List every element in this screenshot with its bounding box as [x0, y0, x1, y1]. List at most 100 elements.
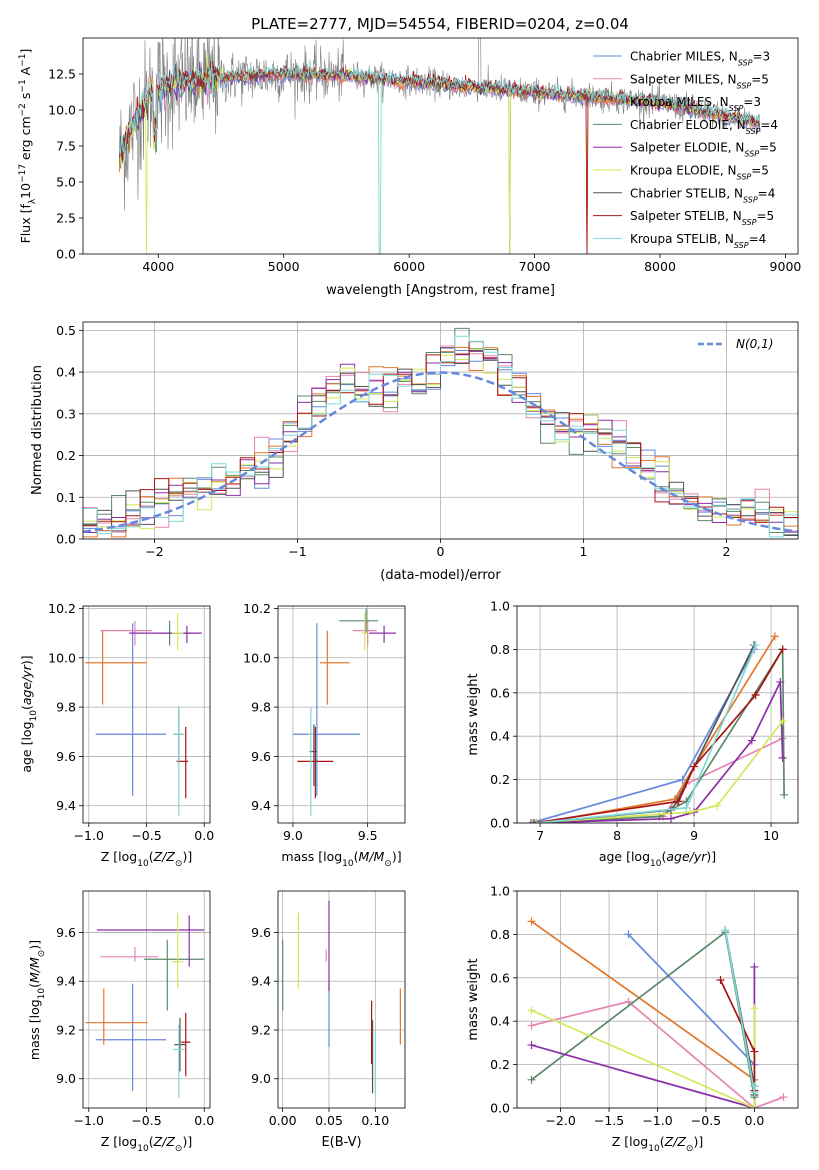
y-axis-label: mass weight — [466, 958, 481, 1040]
weight-marker — [690, 762, 699, 771]
weight-marker — [721, 926, 730, 935]
label-part: Z [log — [101, 849, 137, 864]
weight-marker — [536, 819, 545, 823]
weight-marker — [527, 1075, 536, 1084]
y-tick-label: 9.4 — [251, 974, 271, 989]
plot-area-spectrum — [119, 38, 761, 254]
weight-line — [530, 930, 756, 1108]
label-part: ( — [354, 849, 359, 864]
y-tick-label: 10.2 — [243, 601, 271, 616]
label-part: Z [log — [612, 1134, 648, 1149]
legend-entry: N(0,1) — [736, 337, 773, 351]
y-tick-label: 1.0 — [490, 599, 510, 614]
axes-frame — [277, 890, 406, 1109]
weight-marker — [624, 997, 633, 1006]
weight-marker — [778, 645, 787, 654]
x-tick-label: −2.0 — [545, 1113, 575, 1128]
y-tick-label: 2.5 — [56, 211, 76, 226]
legend-entry: Salpeter MILES, NSSP=5 — [630, 72, 769, 90]
axes-frame — [277, 605, 406, 824]
plot-area-mass_vs_EBV — [282, 900, 401, 1094]
y-tick-label: 7.5 — [56, 139, 76, 154]
weight-marker — [778, 753, 787, 762]
x-tick-label: −0.5 — [691, 1113, 721, 1128]
weight-marker — [682, 803, 691, 812]
legend-name: Chabrier ELODIE, N — [630, 118, 746, 132]
weight-marker — [527, 917, 536, 926]
x-tick-label: 7 — [536, 828, 544, 843]
label-part: age [log — [599, 849, 650, 864]
grid-weights_vs_Z — [517, 890, 798, 1109]
legend-name: Salpeter MILES, N — [630, 72, 737, 86]
x-tick-label: 0.05 — [315, 1113, 343, 1128]
legend-count: =4 — [760, 118, 778, 132]
legend-count: =5 — [759, 141, 777, 155]
label-part: )] — [182, 849, 192, 864]
x-axis-label: wavelength [Angstrom, rest frame] — [326, 283, 555, 298]
y-tick-label: 5.0 — [56, 175, 76, 190]
label-part: −17 — [18, 164, 28, 183]
legend-sub: SSP — [744, 149, 759, 158]
label-part: s — [18, 93, 33, 104]
x-tick-label: 0.0 — [194, 1113, 214, 1128]
x-tick-label: −1 — [288, 544, 306, 559]
x-tick-label: −2 — [145, 544, 163, 559]
x-tick-label: 0 — [437, 544, 445, 559]
y-tick-label: 0.0 — [56, 532, 76, 547]
legend-sub: SSP — [743, 195, 758, 204]
x-axis-label: Z [log10(Z/Z⊙)] — [101, 1134, 192, 1154]
y-tick-label: 0.2 — [490, 1057, 510, 1072]
x-axis-label: (data-model)/error — [380, 568, 501, 583]
weight-line — [532, 681, 784, 823]
axes-residuals: −2 −1 0 1 2 0.0 0.1 0.2 0.3 0.4 0.5 N(0,1) (data-mod… — [30, 321, 799, 583]
y-tick-label: 9.4 — [56, 798, 76, 813]
y-tick-label: 0.4 — [56, 365, 76, 380]
y-tick-label: 0.3 — [56, 406, 76, 421]
label-part: )] — [693, 1134, 703, 1149]
y-tick-label: 12.5 — [48, 67, 76, 82]
y-tick-label: 10.2 — [48, 601, 76, 616]
legend-name: Chabrier STELIB, N — [630, 186, 743, 200]
label-part: 10 — [18, 183, 33, 199]
weight-marker — [750, 962, 759, 971]
weight-marker — [750, 1004, 759, 1013]
label-part: ( — [661, 849, 666, 864]
label-part: A — [18, 66, 33, 79]
y-tick-label: 9.2 — [56, 1022, 76, 1037]
label-part: erg cm — [18, 116, 33, 164]
axes-mass_vs_EBV: 0.00 0.05 0.10 9.0 9.2 9.4 9.6 — [251, 890, 406, 1128]
y-tick-label: 9.2 — [251, 1022, 271, 1037]
label-part: )] — [182, 1134, 192, 1149]
y-tick-label: 9.0 — [251, 1071, 271, 1086]
gaussian-curve — [83, 371, 798, 533]
legend-entry: Salpeter ELODIE, NSSP=5 — [630, 141, 777, 159]
label-part: ⊙ — [175, 1144, 183, 1154]
plot-area-age_vs_Z — [85, 613, 202, 816]
x-tick-label: 9.0 — [283, 828, 303, 843]
label-part: ⊙ — [37, 950, 47, 958]
spectrum-model-line — [119, 58, 760, 254]
axes-weights_vs_Z: −2.0 −1.5 −1.0 −0.5 0.0 0.0 0.2 0.4 0.6 0.8 1.0 Z [… — [466, 884, 799, 1154]
legend-name: Kroupa ELODIE, N — [630, 164, 737, 178]
y-tick-label: 1.0 — [490, 884, 510, 899]
legend-name: Kroupa MILES, N — [630, 95, 729, 109]
x-tick-label: 1 — [580, 544, 588, 559]
y-axis-label: mass [log10(M/M⊙)] — [27, 940, 47, 1060]
weight-marker — [529, 819, 538, 823]
legend-sub: SSP — [746, 126, 761, 135]
x-tick-label: 2 — [723, 544, 731, 559]
weight-marker — [770, 632, 779, 641]
label-part: Z/Z — [664, 1134, 687, 1149]
label-part: ( — [149, 1134, 154, 1149]
weight-marker — [713, 801, 722, 810]
x-axis-label: Z [log10(Z/Z⊙)] — [612, 1134, 703, 1154]
weight-marker — [526, 819, 535, 823]
x-tick-label: 0.10 — [361, 1113, 389, 1128]
figure-title: PLATE=2777, MJD=54554, FIBERID=0204, z=0… — [251, 15, 629, 33]
histogram-step-line — [83, 335, 798, 538]
axes-frame — [516, 605, 799, 824]
label-part: −1 — [18, 79, 28, 92]
x-tick-label: 6000 — [393, 259, 425, 274]
weight-marker — [750, 1047, 759, 1056]
